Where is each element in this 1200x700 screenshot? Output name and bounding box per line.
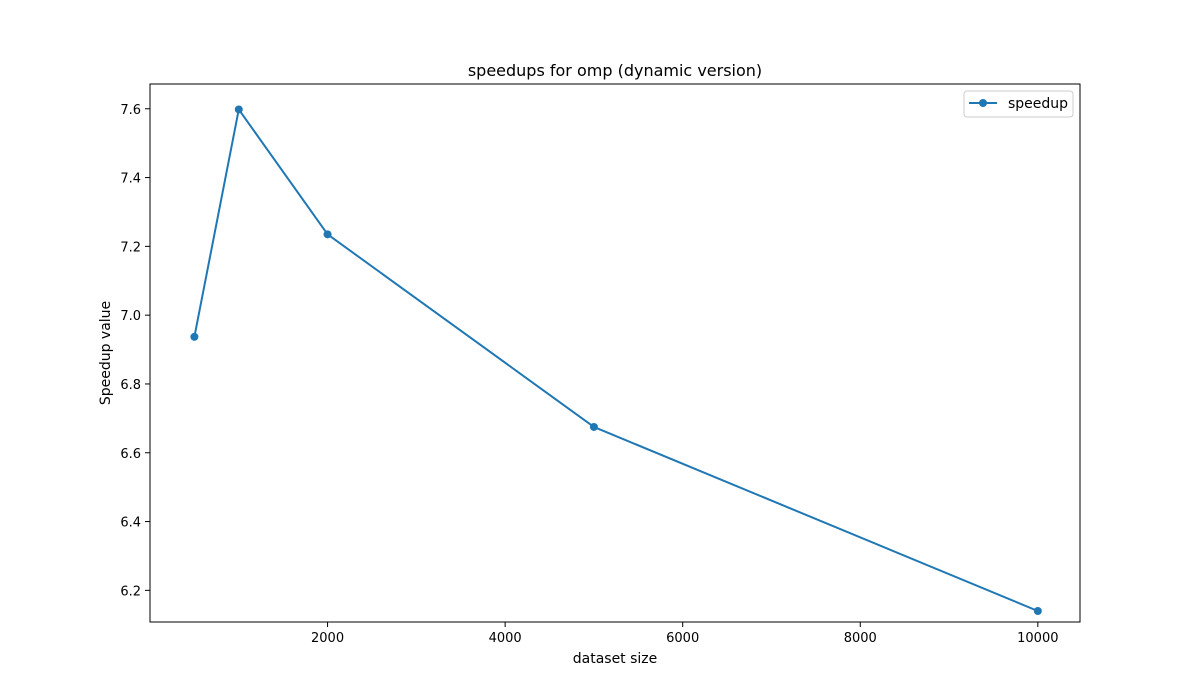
legend-marker-swatch bbox=[979, 99, 987, 107]
data-point-marker bbox=[323, 230, 332, 239]
y-tick-label: 6.6 bbox=[120, 447, 141, 462]
data-point-marker bbox=[589, 422, 598, 431]
x-tick-label: 8000 bbox=[844, 631, 877, 646]
x-tick-label: 2000 bbox=[311, 631, 344, 646]
y-tick-label: 7.4 bbox=[120, 172, 141, 187]
chart-title: speedups for omp (dynamic version) bbox=[468, 61, 762, 80]
y-axis-label: Speedup value bbox=[98, 301, 114, 405]
axes-frame bbox=[149, 83, 1081, 623]
x-tick-label: 6000 bbox=[666, 631, 699, 646]
y-tick-label: 7.6 bbox=[120, 103, 141, 118]
legend: speedup bbox=[963, 90, 1074, 118]
x-tick-label: 4000 bbox=[489, 631, 522, 646]
y-axis-ticks: 6.2 6.4 6.6 6.8 7.0 7.2 7.4 7.6 bbox=[120, 103, 150, 599]
y-tick-label: 6.2 bbox=[120, 584, 141, 599]
legend-label-speedup: speedup bbox=[1008, 96, 1068, 112]
y-tick-label: 6.4 bbox=[120, 516, 141, 531]
y-tick-label: 7.2 bbox=[120, 240, 141, 255]
data-point-marker bbox=[1033, 606, 1042, 615]
legend-box bbox=[963, 90, 1074, 118]
plot-area bbox=[190, 105, 1042, 615]
x-axis-label: dataset size bbox=[573, 651, 658, 667]
data-point-marker bbox=[190, 332, 199, 341]
x-tick-label: 10000 bbox=[1017, 631, 1058, 646]
x-axis-ticks: 2000 4000 6000 8000 10000 bbox=[311, 622, 1059, 646]
y-tick-label: 6.8 bbox=[120, 378, 141, 393]
y-tick-label: 7.0 bbox=[120, 309, 141, 324]
data-point-marker bbox=[234, 105, 243, 114]
